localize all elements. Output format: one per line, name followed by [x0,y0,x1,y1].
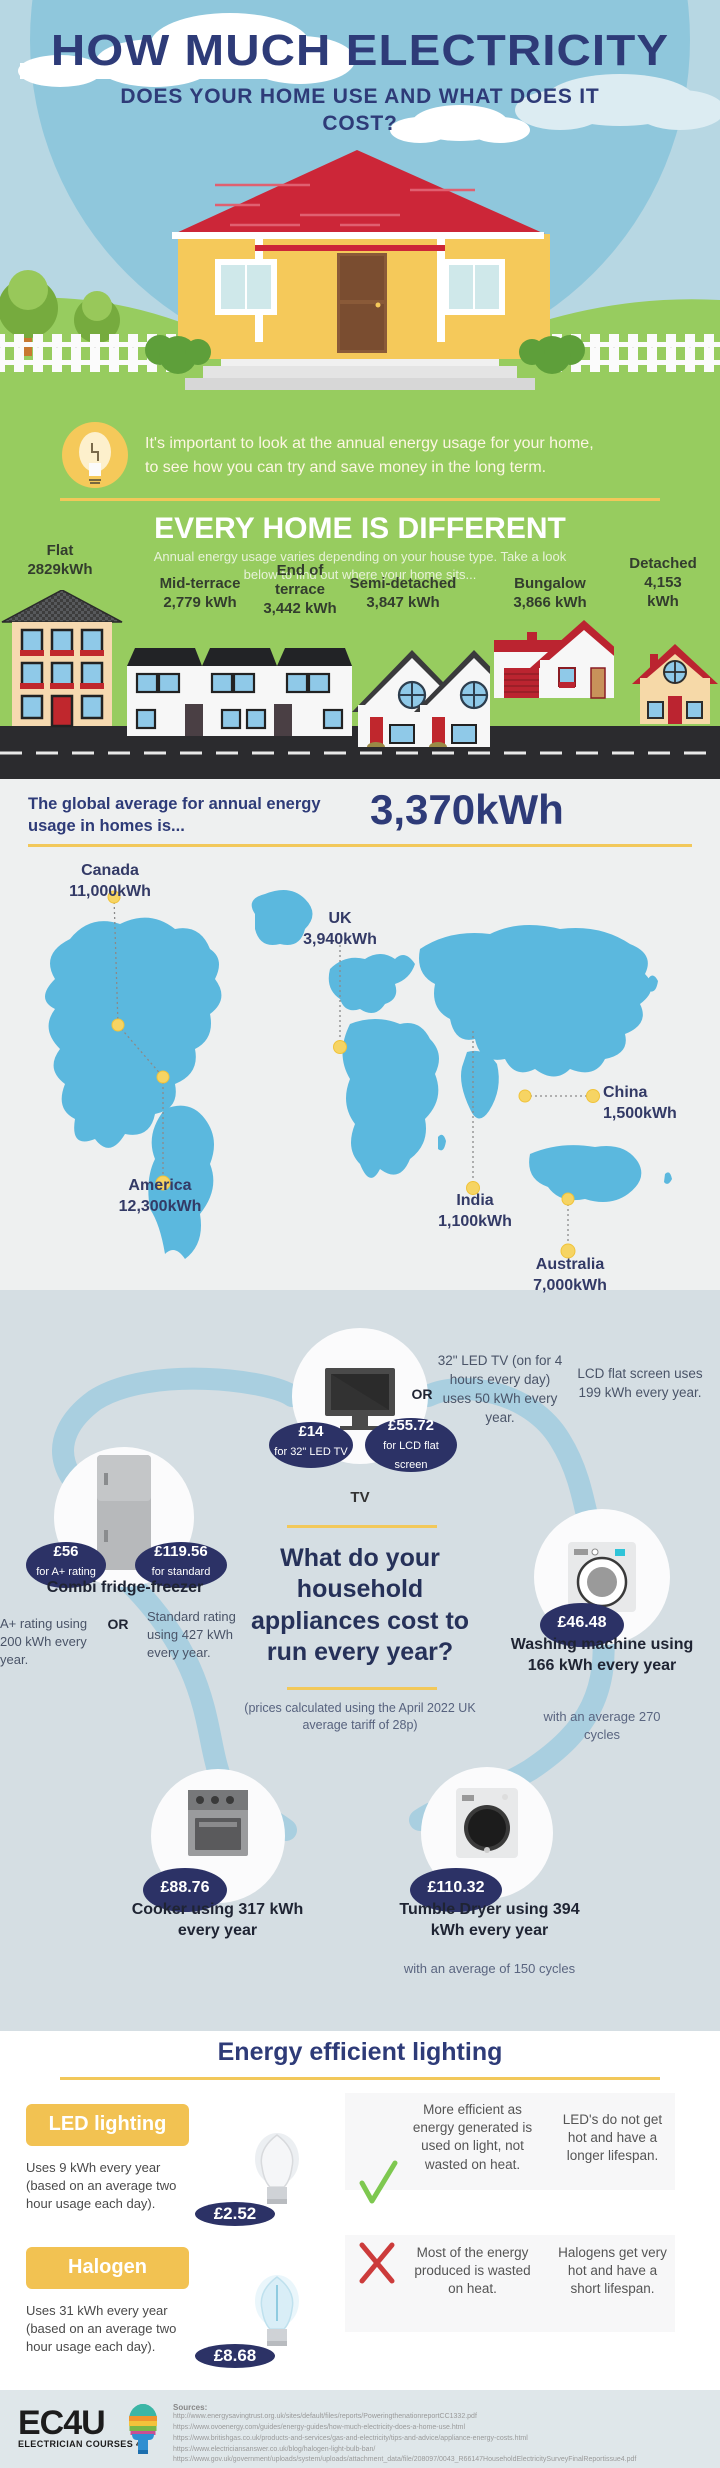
svg-text:£8.68: £8.68 [214,2346,257,2365]
